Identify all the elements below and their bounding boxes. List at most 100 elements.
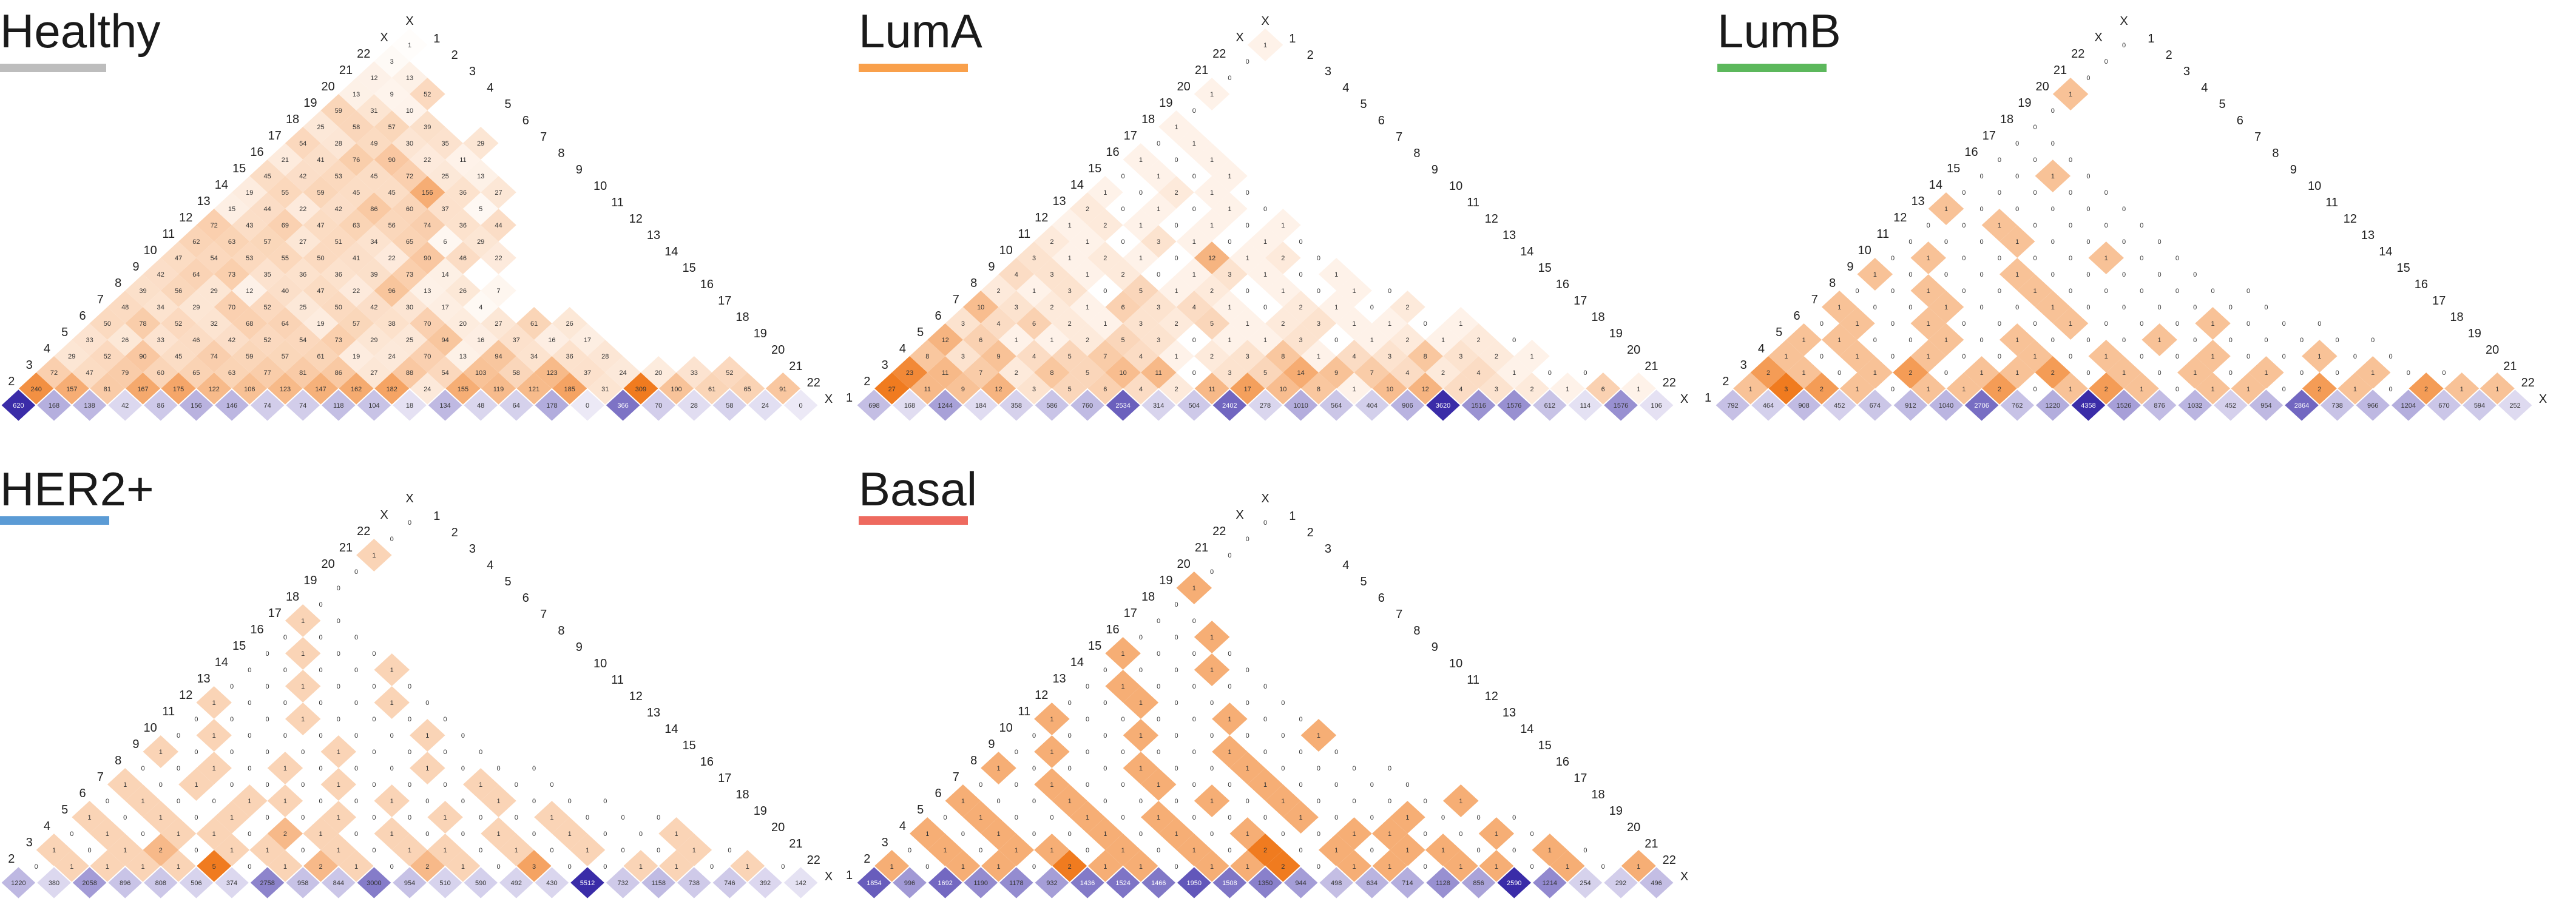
heatmap-cell (107, 323, 143, 356)
heatmap-cell (2106, 291, 2142, 323)
cell-value-label: 0 (1980, 173, 1984, 180)
cell-value-label: 1 (1174, 288, 1178, 295)
right-edge-label: 1 (1289, 32, 1296, 46)
diagonal-value-label: 1190 (973, 880, 988, 887)
cell-value-label: 1 (159, 749, 163, 756)
heatmap-cell (1371, 752, 1408, 784)
heatmap-cell (410, 176, 445, 209)
cell-value-label: 100 (671, 386, 681, 393)
diagonal-value-label: 808 (155, 880, 166, 887)
cell-value-label: 0 (354, 568, 358, 576)
heatmap-cell (54, 817, 90, 850)
left-edge-label: 20 (2036, 80, 2049, 93)
diagonal-value-label: 510 (439, 880, 450, 887)
right-edge-label: 2 (2166, 49, 2172, 62)
right-edge-label: 20 (771, 343, 785, 357)
cell-value-label: 2 (1908, 369, 1912, 377)
cell-value-label: 0 (1228, 683, 1231, 690)
cell-value-label: 0 (177, 765, 180, 772)
cell-value-label: 1 (1388, 863, 1391, 871)
diagonal-value-label: 1040 (1939, 402, 1953, 410)
heatmap-cell (1265, 372, 1301, 405)
right-edge-label: 4 (487, 81, 493, 95)
heatmap-cell (1265, 784, 1301, 817)
heatmap-cell (374, 274, 410, 307)
cell-value-label: 1 (1103, 831, 1107, 838)
heatmap-cell (1336, 274, 1372, 307)
right-edge-label: 22 (1663, 376, 1676, 389)
right-edge-label: 6 (2237, 114, 2243, 127)
cell-value-label: 28 (601, 353, 609, 360)
right-edge-label: 13 (2361, 229, 2375, 242)
left-edge-label: 16 (1964, 146, 1978, 159)
cell-value-label: 1 (177, 831, 180, 838)
diagonal-cell (1962, 388, 2001, 423)
cell-value-label: 0 (266, 781, 269, 789)
right-edge-label: 16 (700, 278, 714, 291)
cell-value-label: 2 (2051, 369, 2055, 377)
heatmap-cell (2035, 160, 2071, 192)
heatmap-cell (1496, 834, 1532, 866)
cell-value-label: 0 (1370, 814, 1374, 821)
cell-value-label: 1 (1837, 337, 1841, 344)
cell-value-label: 0 (1299, 716, 1303, 723)
left-edge-label: 9 (1847, 260, 1853, 274)
legend-color-bar (1717, 64, 1827, 72)
left-edge-label: 2 (8, 852, 15, 866)
diagonal-cell (1602, 388, 1640, 423)
cell-value-label: 0 (550, 847, 553, 854)
diagonal-cell (498, 388, 535, 423)
cell-value-label: 4 (1139, 353, 1143, 360)
cell-value-label: 64 (192, 271, 200, 278)
cell-value-label: 6 (444, 238, 447, 246)
diagonal-value-label: 48 (477, 402, 484, 410)
cell-value-label: 1 (1566, 863, 1569, 871)
heatmap-cell (1857, 356, 1893, 389)
diagonal-cell (426, 388, 464, 423)
cell-value-label: 0 (230, 716, 234, 723)
cell-value-label: 1 (1459, 863, 1462, 871)
cell-value-label: 1 (1121, 650, 1125, 658)
cell-value-label: 0 (2051, 271, 2055, 278)
cell-value-label: 0 (1228, 238, 1231, 246)
cell-value-label: 1 (1210, 634, 1214, 641)
cell-value-label: 0 (550, 781, 553, 789)
cell-value-label: 33 (691, 369, 698, 377)
left-edge-label: X (1236, 508, 1243, 522)
diagonal-value-label: 1220 (2046, 402, 2060, 410)
heatmap-cell (1318, 323, 1354, 356)
heatmap-cell (303, 307, 339, 340)
diagonal-cell (1531, 865, 1569, 900)
left-edge-label: 1 (846, 869, 853, 882)
right-edge-label: 18 (735, 311, 749, 324)
diagonal-cell (462, 388, 499, 423)
cell-value-label: 0 (1334, 337, 1338, 344)
cell-value-label: 31 (370, 107, 377, 115)
left-edge-label: 10 (1858, 244, 1871, 257)
diagonal-value-label: 156 (191, 402, 201, 410)
heatmap-cell (1229, 45, 1265, 78)
cell-value-label: 0 (248, 863, 251, 871)
cell-value-label: 1 (2104, 353, 2108, 360)
cell-value-label: 0 (1477, 814, 1481, 821)
cell-value-label: 1 (1352, 831, 1356, 838)
left-edge-label: 22 (357, 525, 370, 538)
cell-value-label: 1 (1962, 386, 1966, 393)
heatmap-cell (303, 340, 339, 372)
cell-value-label: 50 (104, 320, 111, 328)
cell-value-label: 29 (477, 140, 484, 147)
cell-value-label: 36 (335, 271, 342, 278)
cell-value-label: 0 (1388, 798, 1391, 805)
left-edge-label: 18 (286, 113, 299, 126)
right-edge-label: 5 (505, 98, 512, 111)
cell-value-label: 0 (1299, 781, 1303, 789)
cell-value-label: 1 (1263, 781, 1267, 789)
cell-value-label: 0 (177, 798, 180, 805)
cell-value-label: 12 (995, 386, 1002, 393)
cell-value-label: 0 (1512, 814, 1516, 821)
cell-value-label: 1 (1802, 369, 1806, 377)
right-edge-label: 10 (1449, 657, 1462, 670)
heatmap-cell (1336, 340, 1372, 372)
cell-value-label: 1 (479, 781, 482, 789)
heatmap-cell (410, 340, 445, 372)
